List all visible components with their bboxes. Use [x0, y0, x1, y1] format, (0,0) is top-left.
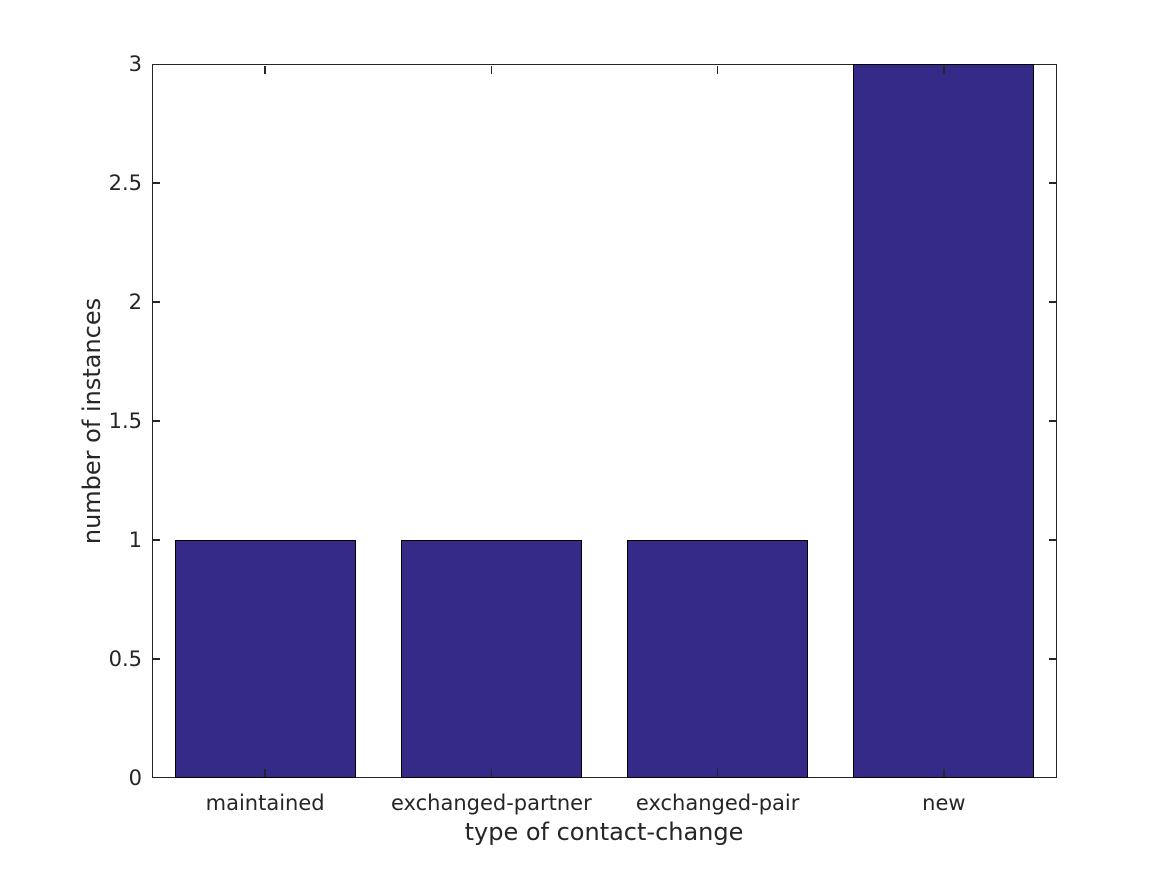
- y-tick-mark-left: [152, 301, 160, 303]
- y-tick-label: 0: [128, 766, 142, 790]
- x-tick-label: maintained: [205, 791, 325, 815]
- y-axis-label: number of instances: [78, 297, 106, 545]
- y-tick-mark-left: [152, 658, 160, 660]
- y-tick-mark-right: [1049, 420, 1057, 422]
- x-tick-mark-bottom: [264, 768, 266, 777]
- x-tick-label: exchanged-partner: [391, 791, 592, 815]
- y-tick-mark-right: [1049, 182, 1057, 184]
- x-tick-label: exchanged-pair: [635, 791, 800, 815]
- x-tick-mark-top: [264, 65, 266, 74]
- y-tick-label: 0.5: [108, 647, 142, 671]
- y-tick-label: 1.5: [108, 409, 142, 433]
- y-tick-mark-right: [1049, 539, 1057, 541]
- y-tick-label: 2.5: [108, 171, 142, 195]
- y-tick-mark-right: [1049, 658, 1057, 660]
- y-tick-mark-left: [152, 539, 160, 541]
- y-tick-label: 3: [128, 52, 142, 76]
- y-tick-mark-right: [1049, 301, 1057, 303]
- x-tick-mark-bottom: [716, 768, 719, 777]
- bar-exchanged-partner: [400, 540, 582, 778]
- x-tick-mark-top: [943, 65, 945, 74]
- x-tick-mark-top: [716, 65, 719, 74]
- x-tick-label: new: [922, 791, 966, 815]
- y-tick-label: 2: [128, 290, 142, 314]
- y-tick-mark-left: [152, 182, 160, 184]
- bar-new: [853, 64, 1035, 778]
- bar-maintained: [174, 540, 356, 778]
- y-tick-mark-left: [152, 420, 160, 422]
- bar-exchanged-pair: [627, 540, 809, 778]
- x-axis-label: type of contact-change: [464, 818, 744, 846]
- x-tick-mark-bottom: [943, 768, 945, 777]
- y-tick-label: 1: [128, 528, 142, 552]
- x-tick-mark-top: [490, 65, 493, 74]
- x-tick-mark-bottom: [490, 768, 493, 777]
